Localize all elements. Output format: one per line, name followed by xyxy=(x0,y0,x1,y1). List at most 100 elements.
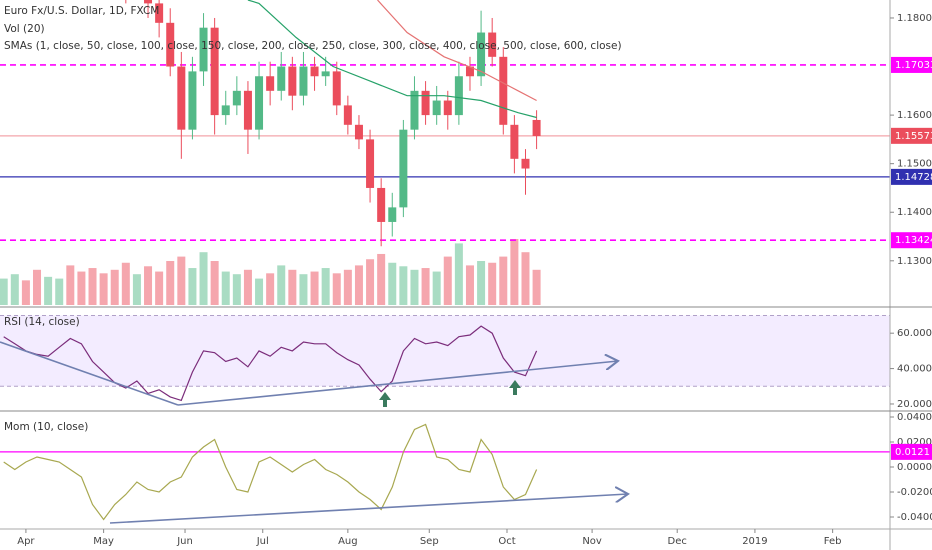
volume-bar xyxy=(399,266,408,305)
x-tick-label: Oct xyxy=(498,536,515,547)
x-tick-label: Jul xyxy=(256,536,269,547)
level-box xyxy=(891,56,932,73)
candle-body xyxy=(177,66,186,130)
candle-body xyxy=(521,158,530,169)
volume-bar xyxy=(465,265,474,305)
volume-bar xyxy=(99,273,108,305)
price-pane xyxy=(0,0,890,305)
candle-body xyxy=(388,207,397,222)
y-tick-label: 40.0000 xyxy=(897,364,932,375)
y-tick-label: -0.0200 xyxy=(897,487,932,498)
mom-pane xyxy=(0,423,890,521)
candle-body xyxy=(199,27,208,72)
level-label: 0.0121 xyxy=(895,447,930,458)
candle-body xyxy=(366,139,375,188)
y-tick-label: 20.0000 xyxy=(897,399,932,410)
y-tick-label: 1.13000 xyxy=(897,256,932,267)
volume-bar xyxy=(343,269,352,305)
volume-title: Vol (20) xyxy=(4,23,45,35)
volume-bar xyxy=(77,271,86,305)
indicator-line xyxy=(3,325,538,402)
volume-bar xyxy=(477,261,486,305)
candle-body xyxy=(155,3,164,23)
volume-bar xyxy=(110,269,119,305)
candle-body xyxy=(321,71,330,77)
volume-bar xyxy=(510,239,519,305)
candle-body xyxy=(188,71,197,130)
candle-body xyxy=(354,124,363,140)
candle-body xyxy=(421,90,430,116)
x-tick-label: Nov xyxy=(582,536,602,547)
arrow-up xyxy=(379,392,391,407)
candle-body xyxy=(477,32,486,77)
volume-bar xyxy=(210,261,219,305)
y-tick-label: 0.0400 xyxy=(897,412,932,423)
candle-body xyxy=(221,105,230,116)
candle-body xyxy=(510,124,519,159)
volume-bar xyxy=(521,252,530,305)
volume-bar xyxy=(166,261,175,305)
x-tick-label: 2019 xyxy=(742,536,767,547)
level-box xyxy=(891,443,932,460)
pane-title: Mom (10, close) xyxy=(4,421,88,433)
volume-bar xyxy=(454,243,463,305)
sma-line xyxy=(377,0,537,102)
volume-bar xyxy=(499,256,508,305)
level-label: 1.15573 xyxy=(895,131,932,142)
volume-bar xyxy=(488,262,497,305)
x-tick-label: Jun xyxy=(176,536,193,547)
candle-body xyxy=(465,66,474,77)
volume-bar xyxy=(155,271,164,305)
trendline xyxy=(109,494,628,524)
candle-body xyxy=(432,100,441,116)
candle-body xyxy=(332,71,341,106)
candle-body xyxy=(210,27,219,116)
candle-body xyxy=(299,66,308,96)
level-box xyxy=(891,232,932,249)
volume-bar xyxy=(132,274,141,305)
sma-line xyxy=(247,0,537,119)
level-box xyxy=(891,168,932,185)
candle-body xyxy=(454,76,463,116)
volume-bar xyxy=(288,269,297,305)
volume-bar xyxy=(299,274,308,305)
volume-bar xyxy=(177,256,186,305)
candle-body xyxy=(288,66,297,96)
volume-bar xyxy=(33,269,42,305)
candle-body xyxy=(255,76,264,130)
volume-bar xyxy=(432,271,441,305)
rsi-band xyxy=(0,315,890,387)
trendline xyxy=(177,361,618,406)
chart-title: Euro Fx/U.S. Dollar, 1D, FXCM xyxy=(4,5,159,17)
y-tick-label: 1.15000 xyxy=(897,159,932,170)
drawings xyxy=(0,341,628,524)
candle-body xyxy=(166,22,175,67)
candle-body xyxy=(410,90,419,130)
volume-bar xyxy=(255,278,264,305)
volume-bar xyxy=(44,276,53,305)
arrow-up xyxy=(509,380,521,395)
indicator-line xyxy=(3,423,538,521)
volume-bar xyxy=(421,268,430,305)
candle-body xyxy=(232,90,241,106)
pane-title: RSI (14, close) xyxy=(4,316,80,328)
volume-bar xyxy=(88,268,97,305)
volume-bar xyxy=(366,259,375,305)
y-tick-label: 1.14000 xyxy=(897,207,932,218)
candle-body xyxy=(310,66,319,77)
volume-bar xyxy=(310,271,319,305)
y-tick-label: 1.18000 xyxy=(897,13,932,24)
x-tick-label: May xyxy=(93,536,114,547)
volume-bar xyxy=(144,266,153,305)
candle-body xyxy=(443,100,452,116)
volume-bar xyxy=(188,268,197,305)
level-label: 1.14728 xyxy=(895,172,932,183)
candle-body xyxy=(399,129,408,208)
volume-bar xyxy=(232,274,241,305)
candle-body xyxy=(144,0,153,4)
volume-bar xyxy=(21,280,30,305)
x-tick-label: Dec xyxy=(668,536,687,547)
candle-body xyxy=(266,76,275,91)
candle-body xyxy=(277,66,286,91)
